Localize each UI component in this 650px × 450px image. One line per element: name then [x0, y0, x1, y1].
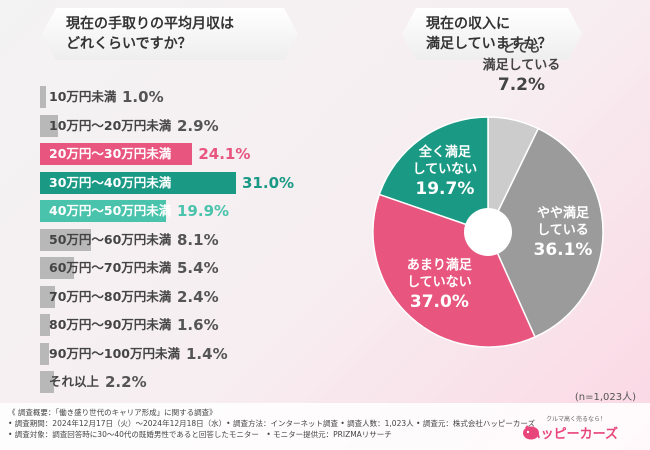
bar-value-label: 24.1% [198, 145, 251, 163]
bar-value-label: 1.4% [186, 344, 228, 363]
logo-tagline: クルマ高く売るなら！ [546, 416, 606, 423]
donut-label-text: あまり満足 [406, 258, 472, 274]
donut-label-text: 満足している [482, 57, 561, 73]
bar-category-label: 50万円～60万円未満 [49, 231, 172, 247]
bar-value-label: 19.9% [177, 202, 230, 220]
bar-category-label: 90万円～100万円未満 [49, 345, 180, 361]
bar-row: 30万円～40万円未満 31.0% [40, 171, 340, 194]
donut-value-label: 19.7% [415, 178, 475, 199]
bar [40, 114, 59, 137]
bar-value-label: 2.4% [177, 287, 219, 306]
income-bar-chart: 10万円未満 1.0% 10万円～20万円未満 2.9% 20万円～30万円未満 24.1… [40, 86, 340, 396]
bar-row: 40万円～50万円未満 19.9% [40, 200, 340, 222]
bar-value-label: 31.0% [242, 173, 295, 192]
question-2-banner: 現在の収入に 満足していますか？ [402, 8, 582, 60]
bar-category-label: 10万円未満 [49, 89, 117, 104]
question-1-line-2: どれくらいですか？ [66, 36, 192, 52]
bar-category-label: 70万円～80万円未満 [49, 288, 172, 304]
bar-value-label: 5.4% [177, 259, 219, 277]
question-1-banner: 現在の手取りの平均月収は どれくらいですか？ [42, 8, 298, 60]
bar-row: 60万円～70万円未満 5.4% [40, 257, 340, 279]
bar-row: 20万円～30万円未満 24.1% [40, 143, 340, 165]
logo-name: ハッピーカーズ [527, 427, 618, 442]
donut-label-text: 全く満足 [418, 144, 471, 160]
bar [40, 200, 166, 222]
bar-row: 70万円～80万円未満 2.4% [40, 285, 340, 308]
bar [40, 285, 56, 308]
bar-value-label: 1.6% [177, 316, 219, 334]
donut-slice [487, 127, 604, 338]
donut-label-text: している [537, 223, 589, 239]
question-2-line-2: 満足していますか？ [426, 36, 552, 52]
donut-slice [378, 116, 489, 234]
bar-category-label: 80万円～90万円未満 [49, 317, 172, 332]
bar-row: 50万円～60万円未満 8.1% [40, 228, 340, 251]
bar [40, 371, 54, 393]
bar-category-label: 40万円～50万円未満 [49, 203, 172, 218]
donut-value-label: 36.1% [533, 240, 593, 261]
donut-value-label: 7.2% [497, 74, 546, 95]
donut-slice-label: 全く満足 していない 19.7% [413, 144, 478, 200]
donut-label-text: とても [502, 40, 541, 56]
happy-cars-logo: クルマ高く売るなら！ ハッピーカーズ [522, 414, 632, 444]
footnote-line: 《 調査概要：「働き盛り世代のキャリア形成」に関する調査》 [8, 408, 217, 417]
bar-category-label: それ以上 [49, 374, 100, 389]
bar-value-label: 8.1% [177, 230, 219, 249]
bar-row: それ以上 2.2% [40, 371, 340, 393]
bar-row: 10万円未満 1.0% [40, 86, 340, 108]
donut-slice-label: あまり満足 していない 37.0% [407, 257, 472, 313]
donut-label-text: していない [412, 161, 478, 177]
bar-row: 10万円～20万円未満 2.9% [40, 114, 340, 137]
question-1-line-1: 現在の手取りの平均月収は [66, 16, 234, 32]
survey-footnote: 《 調査概要：「働き盛り世代のキャリア形成」に関する調査》 • 調査期間：202… [0, 403, 650, 450]
bar-category-label: 20万円～30万円未満 [49, 146, 172, 161]
donut-hole [464, 208, 512, 256]
donut-slice-label: とても 満足している 7.2% [483, 40, 561, 96]
bar-value-label: 2.2% [105, 373, 147, 391]
pig-mascot-icon [523, 425, 539, 440]
bar [40, 171, 236, 194]
bar-category-label: 30万円～40万円未満 [49, 174, 172, 190]
bar-value-label: 2.9% [177, 116, 219, 135]
donut-slice [372, 193, 536, 348]
bar [40, 86, 47, 108]
donut-value-label: 37.0% [409, 292, 469, 313]
satisfaction-donut-chart [372, 116, 604, 348]
footnote-line: • 調査期間：2024年12月17日（火）～2024年12月18日（水）• 調査… [8, 419, 535, 428]
donut-slice-label: やや満足 している 36.1% [533, 205, 592, 261]
donut-label-text: していない [407, 275, 472, 291]
question-2-line-1: 現在の収入に [426, 16, 510, 32]
bar [40, 228, 92, 251]
bar-row: 80万円～90万円未満 1.6% [40, 314, 340, 336]
bar [40, 143, 193, 165]
bar-row: 90万円～100万円未満 1.4% [40, 342, 340, 365]
bar-value-label: 1.0% [122, 88, 164, 106]
bar-category-label: 60万円～70万円未満 [49, 260, 172, 275]
bar [40, 257, 75, 279]
bar-category-label: 10万円～20万円未満 [49, 117, 172, 133]
bar [40, 342, 49, 365]
sample-size-label: (n=1,023人) [574, 392, 636, 403]
bar [40, 314, 51, 336]
footnote-line: • 調査対象：調査回答時に30～40代の既婚男性であると回答したモニター • モ… [8, 430, 392, 439]
donut-label-text: やや満足 [536, 206, 589, 222]
